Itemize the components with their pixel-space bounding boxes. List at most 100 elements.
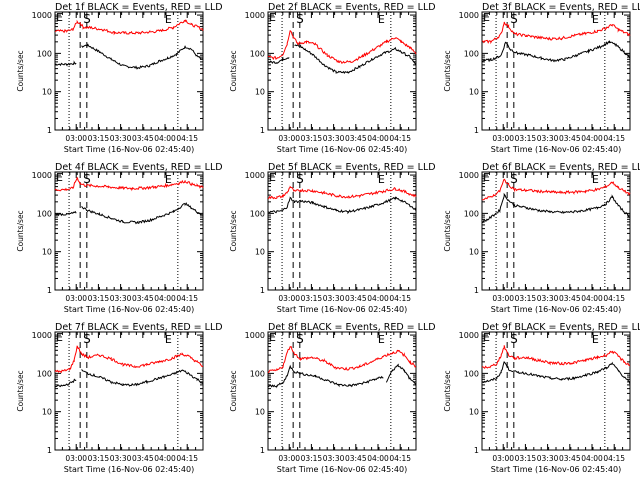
marker-label-e: E: [56, 171, 63, 184]
x-tick-label: 04:00: [367, 454, 389, 463]
y-tick-label: 100: [37, 209, 52, 218]
x-tick-label: 03:15: [515, 454, 537, 463]
panel-title: Det 2f BLACK = Events, RED = LLD: [268, 2, 436, 13]
x-tick-label: 04:15: [389, 454, 411, 463]
plot-frame: [267, 11, 417, 131]
y-tick-label: 100: [250, 49, 265, 58]
x-tick-label: 04:15: [176, 294, 198, 303]
x-tick-label: 04:15: [603, 454, 625, 463]
x-tick-label: 04:15: [176, 134, 198, 143]
marker-label-e: E: [56, 11, 63, 24]
x-tick-label: 03:15: [88, 134, 110, 143]
x-tick-label: 03:30: [323, 134, 345, 143]
x-tick-label: 03:30: [110, 294, 132, 303]
y-axis-label: Counts/sec: [443, 210, 452, 251]
x-tick-label: 03:00: [278, 134, 300, 143]
x-tick-label: 03:30: [323, 294, 345, 303]
plot-frame: [54, 331, 204, 451]
marker-label-s: S: [83, 332, 91, 346]
plot-frame: [481, 171, 631, 291]
y-axis-label: Counts/sec: [229, 50, 238, 91]
y-tick-label: 10: [255, 408, 265, 417]
series-lld-line: [481, 21, 631, 45]
panel-title: Det 6f BLACK = Events, RED = LLD: [482, 162, 640, 173]
x-tick-label: 04:00: [581, 294, 603, 303]
marker-label-e: E: [269, 331, 276, 344]
panel-title: Det 9f BLACK = Events, RED = LLD: [482, 322, 640, 333]
panel-det-2: Det 2f BLACK = Events, RED = LLD Counts/s…: [229, 2, 436, 154]
series-events-line: [267, 44, 417, 75]
y-tick-label: 10: [469, 408, 479, 417]
marker-label-e: E: [378, 13, 385, 26]
x-tick-label: 04:15: [176, 454, 198, 463]
series-events-line: [481, 40, 631, 63]
y-tick-label: 1: [260, 446, 265, 455]
y-tick-label: 100: [250, 209, 265, 218]
y-tick-label: 10: [255, 88, 265, 97]
y-tick-label: 100: [464, 209, 479, 218]
plot-frame: [267, 331, 417, 451]
y-tick-label: 1: [260, 126, 265, 135]
y-tick-label: 1: [474, 126, 479, 135]
panel-det-3: Det 3f BLACK = Events, RED = LLD Counts/s…: [443, 2, 640, 154]
x-tick-label: 03:00: [65, 134, 87, 143]
series-lld-line: [267, 345, 417, 374]
x-tick-label: 03:15: [515, 134, 537, 143]
marker-label-e: E: [165, 173, 172, 186]
marker-label-s: S: [510, 172, 518, 186]
marker-label-s: S: [296, 12, 304, 26]
series-lld-line: [54, 345, 204, 374]
x-tick-label: 03:00: [492, 454, 514, 463]
y-axis-label: Counts/sec: [16, 210, 25, 251]
series-events-line: [54, 202, 204, 225]
x-tick-label: 03:00: [278, 454, 300, 463]
y-axis-label: Counts/sec: [16, 50, 25, 91]
x-tick-label: 04:00: [154, 454, 176, 463]
x-tick-label: 03:30: [537, 454, 559, 463]
marker-label-e: E: [483, 11, 490, 24]
x-tick-label: 03:30: [110, 134, 132, 143]
panel-det-7: Det 7f BLACK = Events, RED = LLD Counts/s…: [16, 322, 223, 474]
series-events-line: [481, 192, 631, 224]
y-tick-label: 1: [260, 286, 265, 295]
x-tick-label: 03:15: [88, 294, 110, 303]
y-axis-label: Counts/sec: [443, 50, 452, 91]
marker-label-e: E: [592, 173, 599, 186]
y-tick-label: 10: [42, 248, 52, 257]
y-tick-label: 1000: [32, 331, 52, 340]
x-tick-label: 03:45: [345, 294, 367, 303]
x-tick-label: 03:15: [88, 454, 110, 463]
y-tick-label: 1: [47, 446, 52, 455]
x-tick-label: 03:00: [65, 294, 87, 303]
marker-label-s: S: [510, 12, 518, 26]
y-tick-label: 1000: [32, 11, 52, 20]
series-events-line: [54, 369, 204, 388]
x-tick-label: 04:00: [581, 454, 603, 463]
series-lld-line: [481, 345, 631, 369]
series-lld-line: [267, 185, 417, 200]
y-tick-label: 1: [474, 446, 479, 455]
marker-label-e: E: [483, 331, 490, 344]
x-tick-label: 04:00: [154, 134, 176, 143]
y-tick-label: 10: [42, 408, 52, 417]
x-tick-label: 03:45: [132, 294, 154, 303]
y-tick-label: 100: [464, 369, 479, 378]
x-tick-label: 03:30: [110, 454, 132, 463]
x-tick-label: 03:45: [132, 454, 154, 463]
marker-label-s: S: [296, 172, 304, 186]
x-axis-label: Start Time (16-Nov-06 02:45:40): [64, 305, 194, 314]
y-tick-label: 10: [255, 248, 265, 257]
y-tick-label: 1: [474, 286, 479, 295]
marker-label-e: E: [592, 13, 599, 26]
marker-label-e: E: [269, 11, 276, 24]
x-axis-label: Start Time (16-Nov-06 02:45:40): [64, 145, 194, 154]
x-tick-label: 03:45: [345, 454, 367, 463]
x-tick-label: 04:15: [389, 294, 411, 303]
plot-frame: [54, 11, 204, 131]
series-lld-line: [267, 30, 417, 64]
plot-frame: [481, 11, 631, 131]
marker-label-s: S: [510, 332, 518, 346]
x-tick-label: 04:00: [154, 294, 176, 303]
x-tick-label: 03:00: [278, 294, 300, 303]
